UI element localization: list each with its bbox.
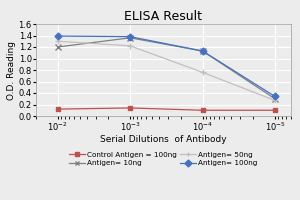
Antigen= 100ng — [128, 35, 132, 38]
Control Antigen = 100ng — [128, 107, 132, 109]
Legend: Control Antigen = 100ng, Antigen= 10ng, Antigen= 50ng, Antigen= 100ng: Control Antigen = 100ng, Antigen= 10ng, … — [67, 149, 260, 169]
Antigen= 10ng — [56, 46, 60, 48]
Control Antigen = 100ng — [201, 109, 204, 111]
Line: Antigen= 50ng: Antigen= 50ng — [55, 38, 278, 103]
Antigen= 50ng — [128, 45, 132, 47]
Antigen= 100ng — [201, 50, 204, 52]
Antigen= 50ng — [201, 71, 204, 73]
Line: Control Antigen = 100ng: Control Antigen = 100ng — [56, 106, 278, 113]
Title: ELISA Result: ELISA Result — [124, 10, 202, 23]
Control Antigen = 100ng — [273, 109, 277, 111]
Control Antigen = 100ng — [56, 108, 60, 110]
Y-axis label: O.D. Reading: O.D. Reading — [7, 40, 16, 99]
Line: Antigen= 10ng: Antigen= 10ng — [55, 35, 278, 102]
Antigen= 10ng — [201, 50, 204, 52]
Antigen= 50ng — [56, 40, 60, 42]
Antigen= 10ng — [128, 37, 132, 39]
Line: Antigen= 100ng: Antigen= 100ng — [56, 34, 278, 99]
Antigen= 100ng — [273, 95, 277, 98]
Antigen= 50ng — [273, 99, 277, 102]
X-axis label: Serial Dilutions  of Antibody: Serial Dilutions of Antibody — [100, 135, 227, 144]
Antigen= 10ng — [273, 98, 277, 100]
Antigen= 100ng — [56, 35, 60, 37]
